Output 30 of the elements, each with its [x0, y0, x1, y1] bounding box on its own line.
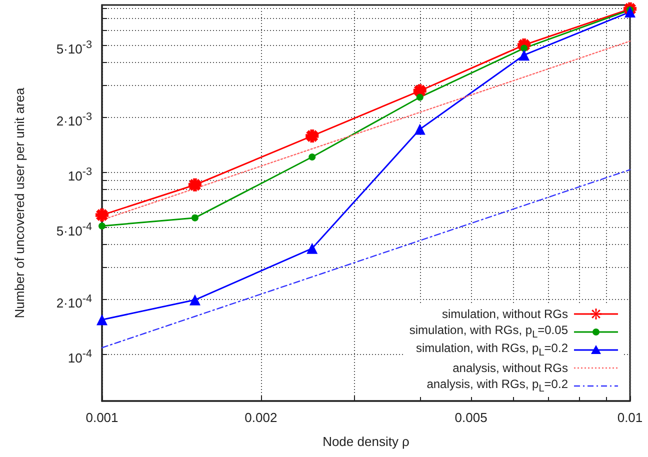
x-axis-title: Node density ρ	[322, 434, 410, 449]
point	[96, 314, 108, 326]
legend-label: simulation, with RGs, p$_{L}$=0.2	[416, 341, 568, 359]
legend-label: simulation, without RGs	[442, 307, 568, 321]
point	[306, 129, 319, 142]
legend-label: analysis, with RGs, p$_{L}$=0.2	[426, 377, 568, 395]
point	[98, 222, 106, 230]
point	[624, 2, 636, 16]
legend-label: analysis, without RGs	[452, 361, 568, 375]
y-tick-label: 10$^{-4}$	[68, 346, 92, 368]
point	[308, 154, 316, 160]
y-tick-label: 2·10$^{-4}$	[56, 292, 92, 312]
point	[413, 84, 426, 98]
x-tick-label: 0.001	[86, 410, 118, 425]
y-axis-title: Number of uncovered user per unit area	[12, 86, 27, 318]
x-tick-label: 0.002	[244, 410, 278, 425]
x-tick-label: 0.005	[454, 410, 488, 425]
point	[624, 6, 636, 18]
point	[96, 208, 108, 222]
y-tick-label: 5·10$^{-4}$	[56, 220, 92, 240]
point	[416, 94, 424, 101]
point	[306, 242, 318, 254]
y-tick-label: 5·10$^{-3}$	[56, 38, 92, 58]
y-tick-label: 2·10$^{-3}$	[56, 110, 92, 131]
legend-label: simulation, with RGs, p$_{L}$=0.05	[409, 323, 568, 341]
x-tick-label: 0.01	[617, 410, 643, 425]
point	[518, 38, 531, 52]
y-tick-label: 10$^{-3}$	[68, 165, 92, 186]
point	[518, 50, 530, 61]
point	[414, 124, 426, 135]
